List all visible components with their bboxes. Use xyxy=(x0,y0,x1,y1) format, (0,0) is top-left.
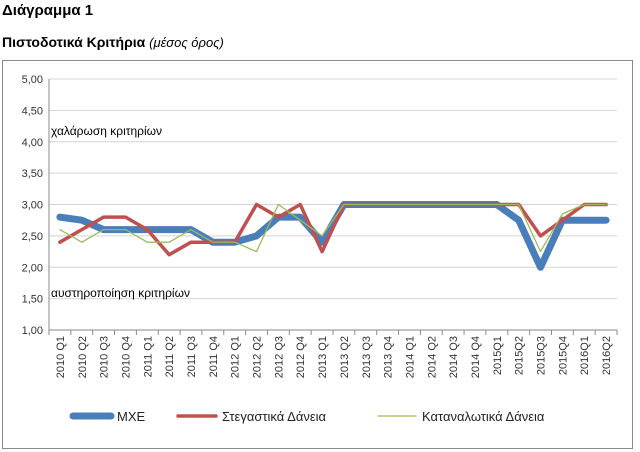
x-tick-label: 2015Q3 xyxy=(536,336,548,375)
x-tick-label: 2014 Q2 xyxy=(426,336,438,378)
y-tick-label: 5,00 xyxy=(22,74,43,86)
x-tick-label: 2014 Q3 xyxy=(448,336,460,378)
subtitle-note: (μέσος όρος) xyxy=(149,35,224,50)
line-chart: 1,00 1,50 2,00 2,50 3,00 3,50 4,00 4,50 5,00 2010… xyxy=(22,74,618,424)
y-tick-label: 3,50 xyxy=(22,168,43,180)
legend-label-3: Καταναλωτικά Δάνεια xyxy=(422,409,545,424)
x-tick-label: 2011 Q1 xyxy=(142,336,154,377)
legend-label-2: Στεγαστικά Δάνεια xyxy=(222,409,327,424)
legend-label-1: ΜΧΕ xyxy=(117,409,146,424)
x-tick-label: 2012 Q2 xyxy=(252,336,264,378)
x-tick-label: 2010 Q1 xyxy=(55,336,67,378)
x-tick-label: 2015Q4 xyxy=(557,336,569,375)
subtitle-text: Πιστοδοτικά Κριτήρια xyxy=(2,34,146,50)
y-tick-label: 3,00 xyxy=(22,200,43,212)
x-tick-label: 2011 Q3 xyxy=(186,336,198,377)
x-tick-label: 2013 Q1 xyxy=(317,336,329,378)
y-tick-label: 2,50 xyxy=(22,231,43,243)
y-tick-label: 1,50 xyxy=(22,294,43,306)
x-tick-label: 2015Q2 xyxy=(514,336,526,375)
y-tick-label: 2,00 xyxy=(22,262,43,274)
annotation-easing: χαλάρωση κριτηρίων xyxy=(51,124,162,138)
x-tick-label: 2014 Q1 xyxy=(404,336,416,378)
x-tick-label: 2013 Q3 xyxy=(361,336,373,378)
figure-title: Διάγραμμα 1 xyxy=(2,2,94,19)
x-tick-label: 2012 Q4 xyxy=(295,336,307,378)
annotation-tightening: αυστηροποίηση κριτηρίων xyxy=(51,286,190,300)
y-tick-label: 4,50 xyxy=(22,105,43,117)
y-tick-label: 4,00 xyxy=(22,137,43,149)
x-tick-label: 2016Q1 xyxy=(579,336,591,375)
x-tick-label: 2013 Q4 xyxy=(383,336,395,378)
figure-subtitle: Πιστοδοτικά Κριτήρια (μέσος όρος) xyxy=(2,34,224,50)
y-tick-label: 1,00 xyxy=(22,325,43,337)
x-tick-label: 2015Q1 xyxy=(492,336,504,375)
x-tick-label: 2011 Q2 xyxy=(164,336,176,377)
x-tick-label: 2013 Q2 xyxy=(339,336,351,378)
x-tick-label: 2012 Q3 xyxy=(273,336,285,378)
x-tick-label: 2010 Q4 xyxy=(120,336,132,378)
x-tick-label: 2010 Q2 xyxy=(77,336,89,378)
x-tick-label: 2016Q2 xyxy=(601,336,613,375)
x-tick-label: 2010 Q3 xyxy=(99,336,111,378)
x-tick-label: 2012 Q1 xyxy=(230,336,242,378)
chart-container: 1,00 1,50 2,00 2,50 3,00 3,50 4,00 4,50 5,00 2010… xyxy=(2,60,633,449)
series-line-3 xyxy=(59,203,607,253)
x-tick-label: 2011 Q4 xyxy=(208,336,220,377)
x-tick-label: 2014 Q4 xyxy=(470,336,482,378)
series-line-1 xyxy=(56,201,610,271)
